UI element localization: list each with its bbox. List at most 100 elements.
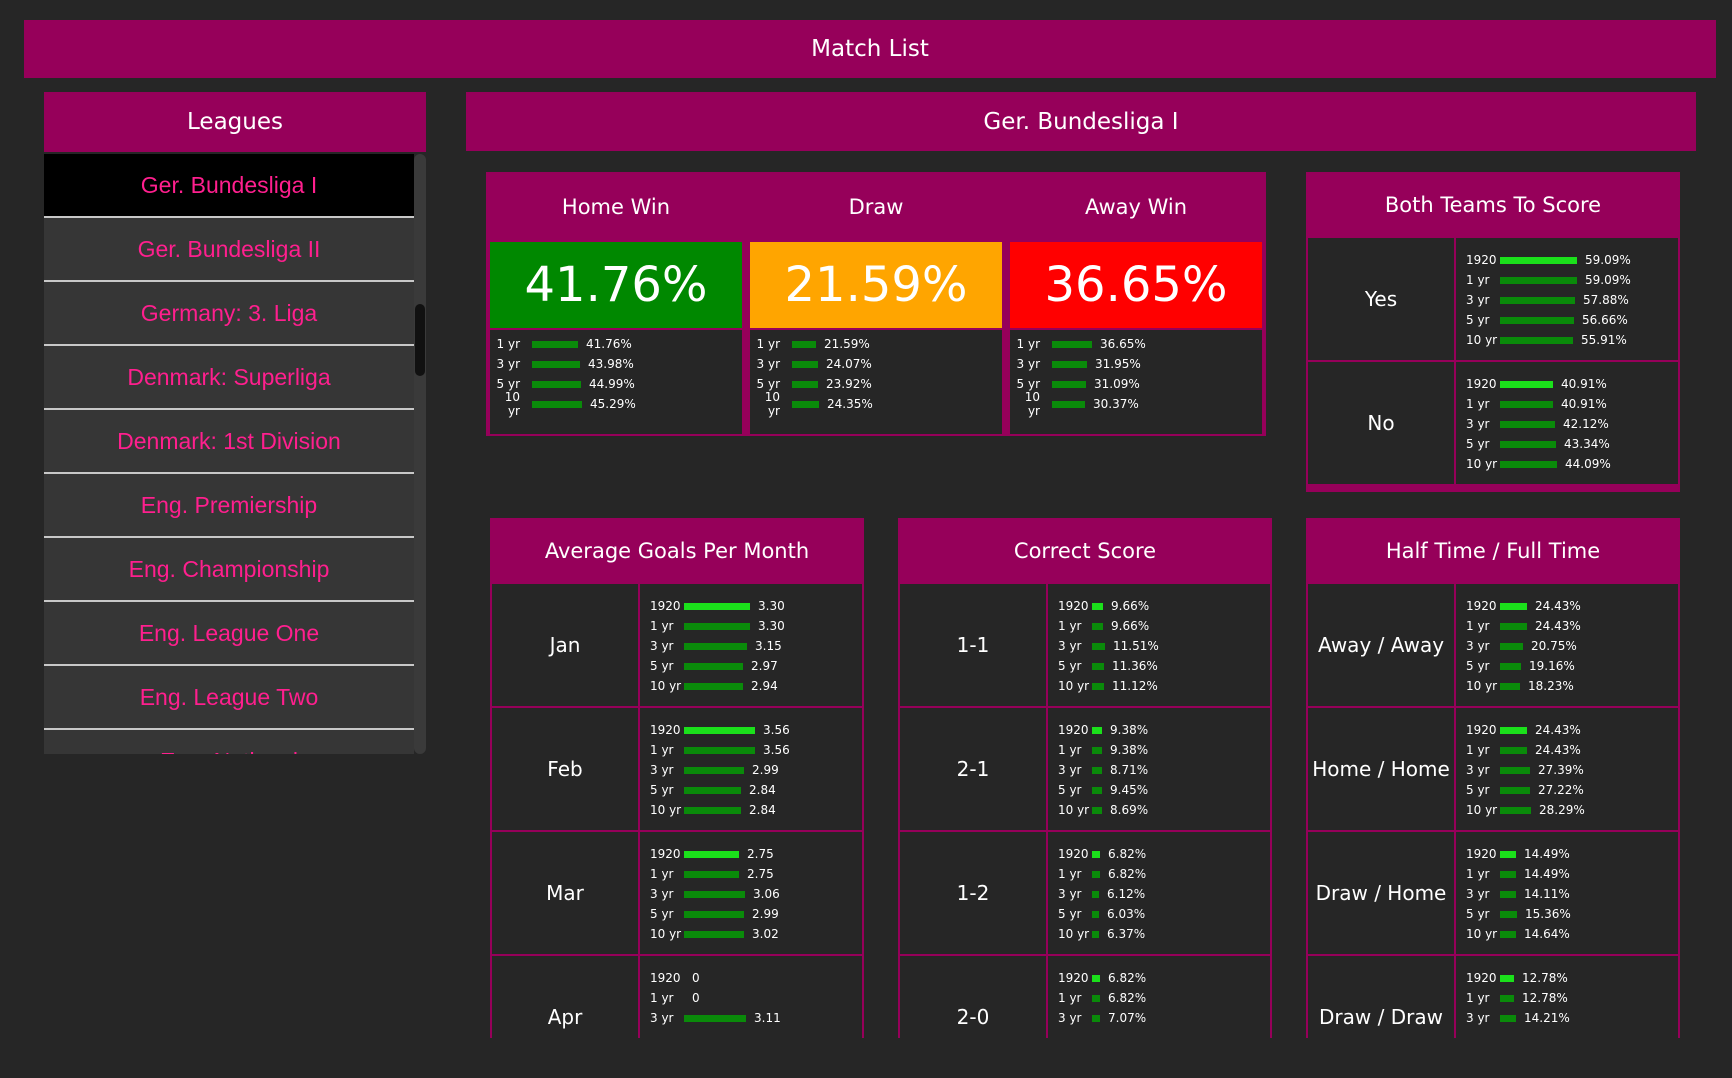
stat-row: 10 yr 6.37% <box>1048 924 1270 944</box>
stat-period: 1920 <box>1466 377 1497 391</box>
stat-bar <box>684 870 739 878</box>
stat-row: 5 yr 6.03% <box>1048 904 1270 924</box>
league-item[interactable]: Eng. Premiership <box>44 474 414 538</box>
result-history: 1 yr 21.59% 3 yr 24.07% 5 yr 23.92% 10 yr 24.35… <box>750 330 1002 434</box>
stat-row: 3 yr 3.11 <box>640 1008 862 1028</box>
stat-row: 5 yr 19.16% <box>1456 656 1678 676</box>
stat-value: 14.64% <box>1524 927 1570 941</box>
stat-value: 3.06 <box>753 887 780 901</box>
row-stats: 1920 6.82% 1 yr 6.82% 3 yr 6.12% 5 yr 6.03% 10 y… <box>1048 832 1270 954</box>
stat-row: 1920 0 <box>640 968 862 988</box>
stat-value: 24.35% <box>827 397 873 411</box>
league-item[interactable]: Denmark: 1st Division <box>44 410 414 474</box>
stat-bar <box>1092 1014 1100 1022</box>
stat-period: 3 yr <box>1058 639 1082 653</box>
stat-bar <box>1092 682 1104 690</box>
stat-value: 9.38% <box>1110 743 1149 757</box>
stat-bar <box>1500 974 1514 982</box>
stat-period: 1 yr <box>1466 867 1490 881</box>
league-item[interactable]: Ger. Bundesliga I <box>44 154 414 218</box>
stat-period: 3 yr <box>1466 639 1490 653</box>
stat-value: 6.37% <box>1107 927 1146 941</box>
result-label: Away Win <box>1084 195 1188 219</box>
btts-panel: Both Teams To Score Yes 1920 59.09% 1 yr 59.0… <box>1306 172 1680 492</box>
stat-value: 40.91% <box>1561 397 1607 411</box>
stat-value: 19.16% <box>1529 659 1575 673</box>
stat-value: 59.09% <box>1585 273 1631 287</box>
stat-value: 27.22% <box>1538 783 1584 797</box>
stat-row: 5 yr 56.66% <box>1456 310 1678 330</box>
stat-period: 5 yr <box>496 377 520 391</box>
stat-value: 56.66% <box>1582 313 1628 327</box>
stat-value: 55.91% <box>1581 333 1627 347</box>
stat-value: 11.51% <box>1113 639 1159 653</box>
stat-row: 1 yr 6.82% <box>1048 988 1270 1008</box>
league-item[interactable]: Eng. League Two <box>44 666 414 730</box>
stat-period: 3 yr <box>1466 1011 1490 1025</box>
stat-value: 11.12% <box>1112 679 1158 693</box>
stat-row: 10 yr 44.09% <box>1456 454 1678 474</box>
stat-period: 1 yr <box>1466 991 1490 1005</box>
panel-row: 1-1 1920 9.66% 1 yr 9.66% 3 yr 11.51% 5 yr 11.36… <box>900 584 1270 706</box>
stat-value: 12.78% <box>1522 971 1568 985</box>
row-label: Jan <box>492 584 638 706</box>
stat-bar <box>1092 910 1099 918</box>
stat-bar <box>792 400 819 408</box>
stat-period: 1 yr <box>650 867 674 881</box>
stat-row: 3 yr 20.75% <box>1456 636 1678 656</box>
stat-bar <box>1500 1014 1516 1022</box>
scrollbar-thumb[interactable] <box>415 304 425 376</box>
app-title: Match List <box>811 36 929 62</box>
row-label: 2-1 <box>900 708 1046 830</box>
stat-row: 3 yr 14.11% <box>1456 884 1678 904</box>
row-label: Feb <box>492 708 638 830</box>
stat-bar <box>1500 766 1530 774</box>
stat-value: 9.66% <box>1111 619 1150 633</box>
stat-period: 3 yr <box>1466 763 1490 777</box>
stat-period: 3 yr <box>650 639 674 653</box>
stat-period: 3 yr <box>1058 1011 1082 1025</box>
stat-value: 24.43% <box>1535 619 1581 633</box>
stat-bar <box>684 622 750 630</box>
stat-value: 14.21% <box>1524 1011 1570 1025</box>
stat-bar <box>1500 930 1516 938</box>
stat-bar <box>1092 974 1100 982</box>
stat-period: 10 yr <box>1058 927 1090 941</box>
stat-row: 1920 40.91% <box>1456 374 1678 394</box>
correct-score-panel: Correct Score 1-1 1920 9.66% 1 yr 9.66% 3 yr 11… <box>898 518 1272 1078</box>
stat-row: 1920 9.38% <box>1048 720 1270 740</box>
stat-period: 5 yr <box>1016 377 1040 391</box>
stat-bar <box>1052 340 1092 348</box>
league-item[interactable]: Eng. League One <box>44 602 414 666</box>
stat-period: 1 yr <box>1058 619 1082 633</box>
stat-bar <box>684 806 741 814</box>
league-item[interactable]: Germany: 3. Liga <box>44 282 414 346</box>
stat-period: 3 yr <box>1016 357 1040 371</box>
stat-period: 5 yr <box>1058 907 1082 921</box>
stat-period: 1 yr <box>650 991 674 1005</box>
league-item[interactable]: Ger. Bundesliga II <box>44 218 414 282</box>
stat-row: 1 yr 3.30 <box>640 616 862 636</box>
league-item[interactable]: Eng. National <box>44 730 414 754</box>
stat-bar <box>1500 850 1516 858</box>
row-stats: 1920 14.49% 1 yr 14.49% 3 yr 14.11% 5 yr 15.36%… <box>1456 832 1678 954</box>
stat-bar <box>1500 440 1556 448</box>
league-item[interactable]: Eng. Championship <box>44 538 414 602</box>
stat-bar <box>684 910 744 918</box>
stat-value: 18.23% <box>1528 679 1574 693</box>
stat-row: 3 yr 2.99 <box>640 760 862 780</box>
leagues-scrollbar[interactable] <box>414 154 426 754</box>
stat-value: 3.30 <box>758 619 785 633</box>
stat-row: 1920 6.82% <box>1048 844 1270 864</box>
htft-panel: Half Time / Full Time Away / Away 1920 24.4… <box>1306 518 1680 1078</box>
stat-value: 21.59% <box>824 337 870 351</box>
league-item[interactable]: Denmark: Superliga <box>44 346 414 410</box>
stat-row: 1920 2.75 <box>640 844 862 864</box>
stat-row: 10 yr 24.35% <box>750 390 1002 418</box>
row-label: Yes <box>1308 238 1454 360</box>
stat-period: 3 yr <box>1466 887 1490 901</box>
stat-row: 1 yr 9.66% <box>1048 616 1270 636</box>
stat-bar <box>532 340 578 348</box>
stat-value: 6.82% <box>1108 991 1147 1005</box>
leagues-list[interactable]: Ger. Bundesliga I Ger. Bundesliga II Germa… <box>44 154 414 754</box>
